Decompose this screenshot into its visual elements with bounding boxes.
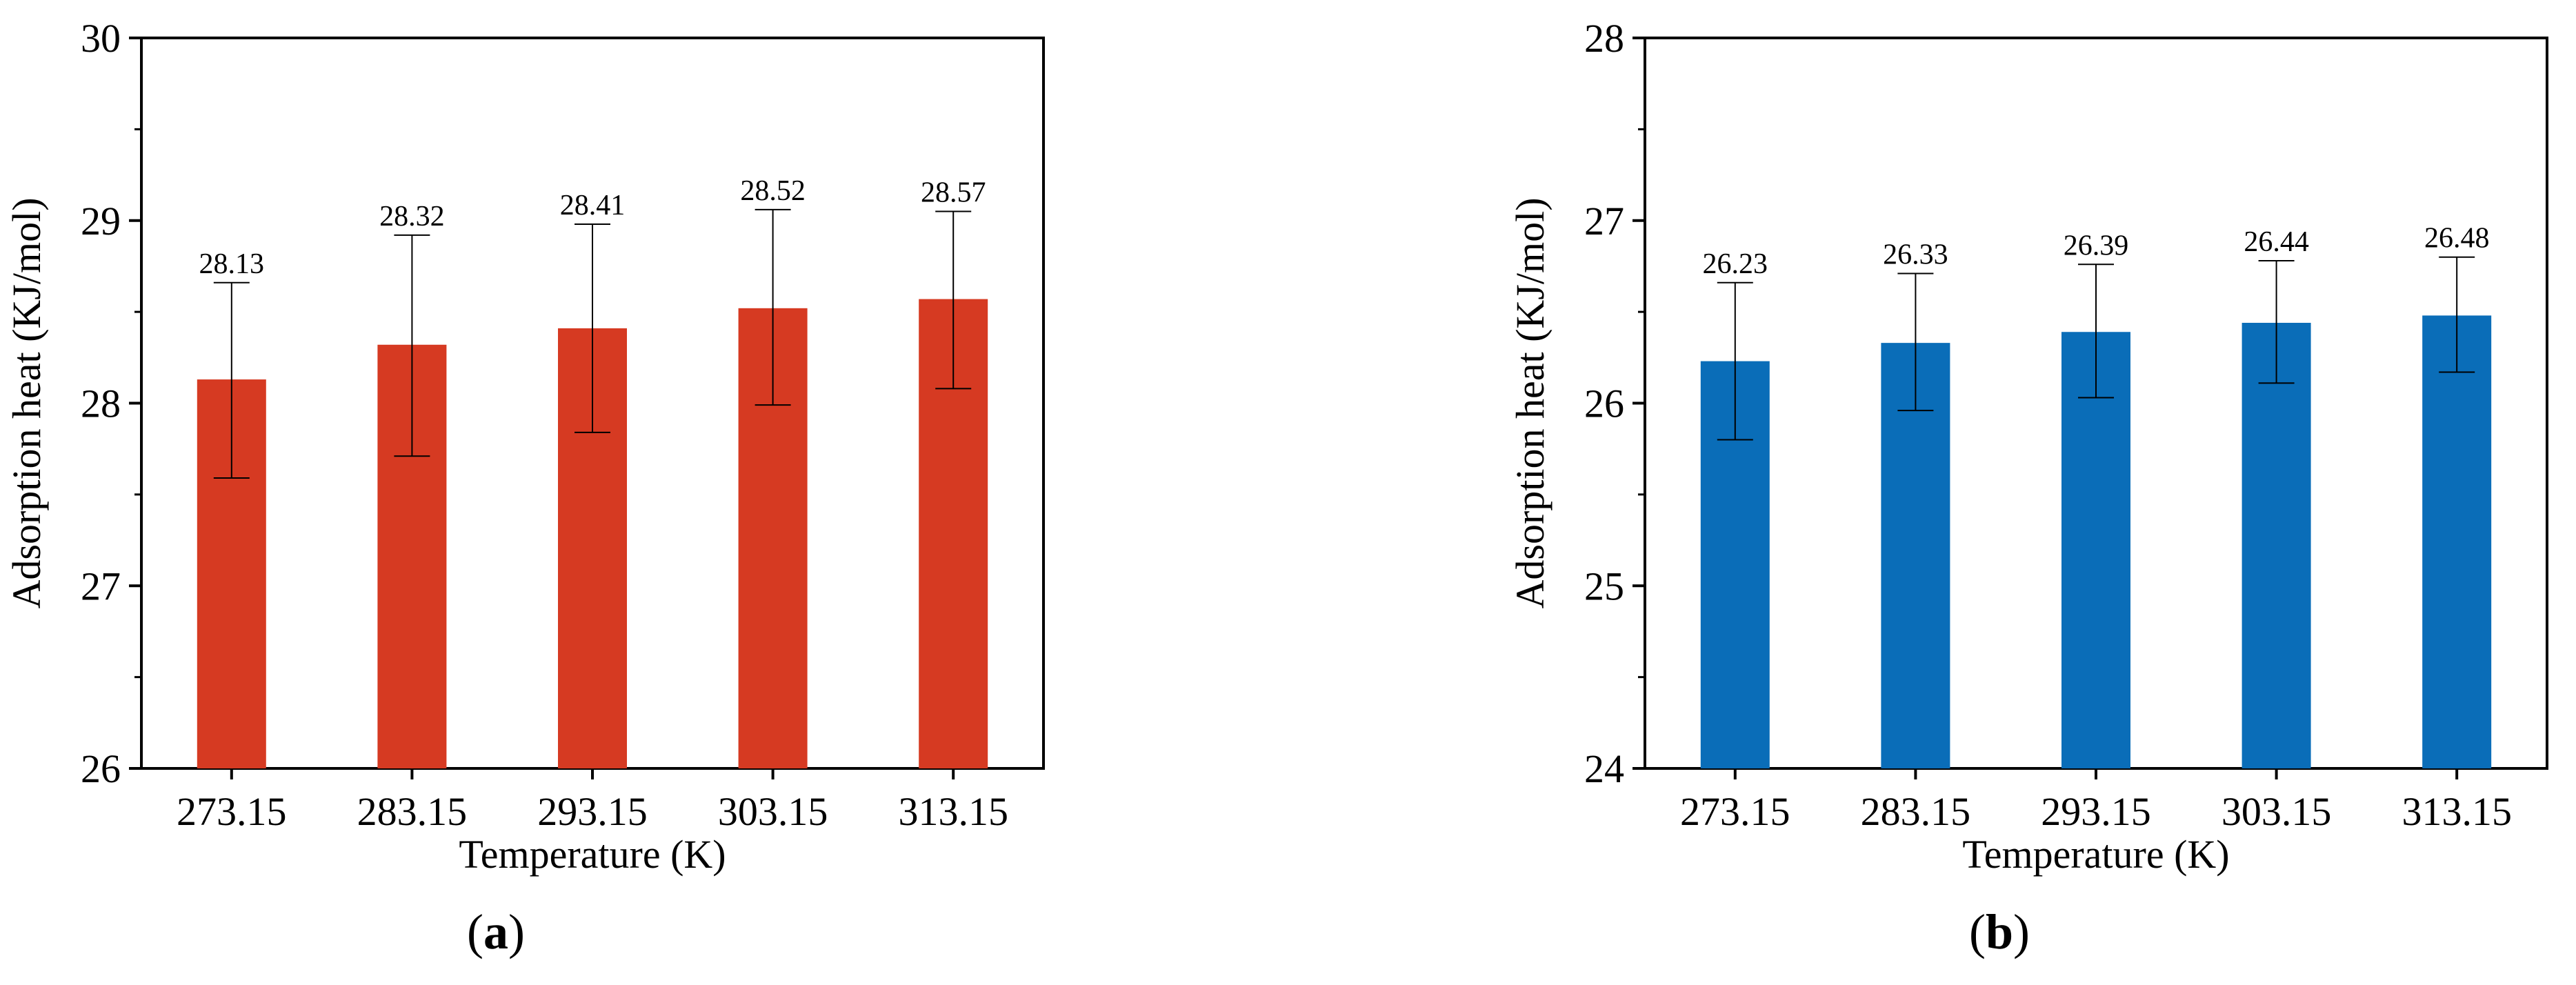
x-tick-label: 273.15 — [177, 789, 287, 834]
y-tick-label: 29 — [81, 199, 121, 243]
y-tick-label: 27 — [1584, 199, 1624, 243]
data-label: 28.41 — [560, 190, 626, 221]
bar-303.15 — [2241, 323, 2311, 768]
panel-label: (a) — [467, 904, 525, 959]
panel-label-paren: ( — [1969, 904, 1986, 959]
data-label: 26.23 — [1703, 248, 1768, 280]
bar-313.15 — [2422, 315, 2492, 768]
x-axis-title: Temperature (K) — [1962, 832, 2229, 877]
data-label: 28.57 — [921, 177, 986, 209]
y-axis-title: Adsorption heat (KJ/mol) — [1508, 197, 1552, 608]
panel-label-paren: ( — [467, 904, 483, 959]
y-tick-label: 30 — [81, 16, 121, 61]
x-tick-label: 293.15 — [537, 789, 648, 834]
x-tick-label: 283.15 — [357, 789, 468, 834]
y-tick-label: 26 — [1584, 381, 1624, 426]
data-label: 28.13 — [199, 248, 265, 280]
y-tick-label: 28 — [81, 381, 121, 426]
data-label: 26.33 — [1883, 239, 1948, 271]
data-label: 26.39 — [2064, 230, 2129, 261]
y-tick-label: 26 — [81, 746, 121, 791]
bar-283.15 — [1881, 343, 1950, 768]
bar-293.15 — [2061, 332, 2130, 768]
panel-label: (b) — [1969, 904, 2030, 959]
data-label: 26.44 — [2244, 226, 2309, 258]
y-tick-label: 27 — [81, 564, 121, 608]
data-label: 26.48 — [2424, 223, 2490, 255]
panel-b: 24 25 26 27 28 26.23 273.15 26.33 283.15 26.39 293… — [1508, 16, 2548, 959]
y-tick-label: 25 — [1584, 564, 1624, 608]
data-label: 28.52 — [740, 175, 806, 207]
x-axis-title: Temperature (K) — [459, 832, 726, 877]
y-tick-label: 24 — [1584, 746, 1624, 791]
panel-letter: a — [483, 904, 508, 959]
data-label: 28.32 — [379, 201, 445, 232]
x-tick-label: 303.15 — [718, 789, 828, 834]
x-tick-label: 293.15 — [2041, 789, 2151, 834]
panel-label-paren: ) — [2013, 904, 2030, 959]
panel-label-paren: ) — [508, 904, 525, 959]
panel-a: 26 27 28 29 30 28.13 273.15 28.32 283.15 28.41 293… — [4, 16, 1045, 959]
x-tick-label: 273.15 — [1680, 789, 1790, 834]
x-tick-label: 303.15 — [2221, 789, 2332, 834]
y-tick-label: 28 — [1584, 16, 1624, 61]
x-tick-label: 283.15 — [1861, 789, 1971, 834]
x-tick-label: 313.15 — [898, 789, 1008, 834]
x-tick-label: 313.15 — [2402, 789, 2512, 834]
panel-letter: b — [1986, 904, 2013, 959]
y-axis-title: Adsorption heat (KJ/mol) — [4, 197, 49, 608]
